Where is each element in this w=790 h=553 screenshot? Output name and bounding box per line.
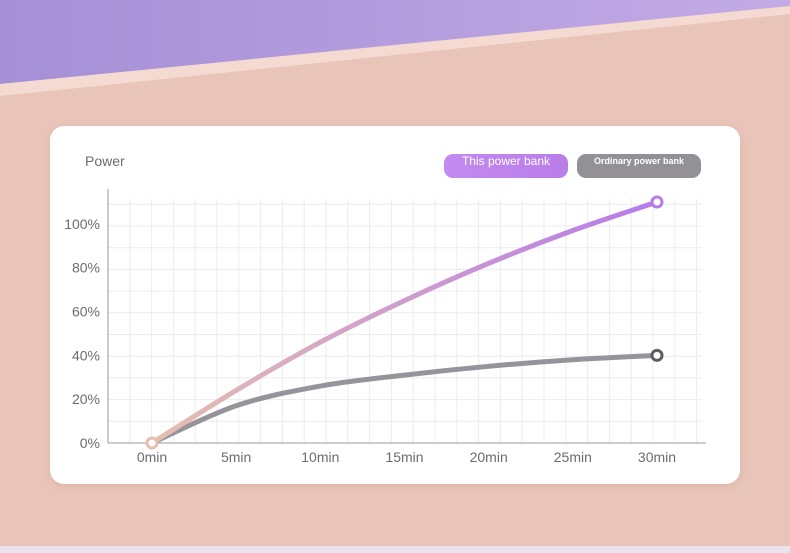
y-tick-label: 80% xyxy=(72,260,100,276)
x-tick-label: 30min xyxy=(638,449,676,465)
line-markers xyxy=(145,195,664,450)
series-line-ordinary-power-bank xyxy=(149,352,660,446)
x-tick-label: 10min xyxy=(301,449,339,465)
y-tick-label: 20% xyxy=(72,391,100,407)
line-chart: 0% 20% 40% 60% 80% 100% 0min 5min 10min 15min 20m… xyxy=(64,189,706,465)
axes xyxy=(107,189,706,444)
x-tick-labels: 0min 5min 10min 15min 20min 25min 30min xyxy=(137,449,676,465)
legend-this-power-bank: This power bank xyxy=(444,154,568,178)
series-lines xyxy=(149,199,660,446)
y-tick-label: 0% xyxy=(80,435,100,451)
y-tick-label: 60% xyxy=(72,304,100,320)
origin-marker xyxy=(145,436,159,450)
chart-card: Power This power bank Ordinary power ban… xyxy=(50,126,740,484)
x-tick-label: 5min xyxy=(221,449,251,465)
end-marker xyxy=(650,348,664,362)
y-tick-label: 40% xyxy=(72,347,100,363)
grid xyxy=(107,199,702,443)
legend-ordinary-power-bank: Ordinary power bank xyxy=(577,154,701,178)
y-tick-labels: 0% 20% 40% 60% 80% 100% xyxy=(64,216,100,451)
series-line-this-power-bank xyxy=(149,199,660,446)
chart-title: Power xyxy=(85,153,125,169)
end-marker xyxy=(650,195,664,209)
x-tick-label: 25min xyxy=(554,449,592,465)
x-tick-label: 20min xyxy=(470,449,508,465)
x-tick-label: 15min xyxy=(385,449,423,465)
x-tick-label: 0min xyxy=(137,449,167,465)
y-tick-label: 100% xyxy=(64,216,100,232)
